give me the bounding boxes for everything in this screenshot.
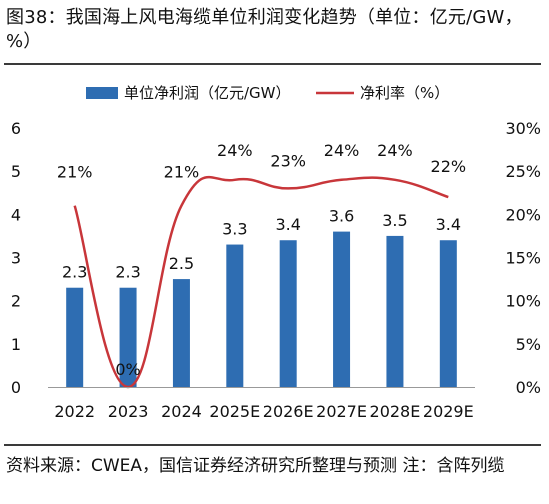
line-value-label: 23% <box>270 151 306 170</box>
footer-divider <box>4 444 541 446</box>
bar <box>119 287 137 387</box>
bar <box>333 231 351 387</box>
y-axis-left: 0 1 2 3 4 5 6 <box>11 119 21 397</box>
title-divider <box>4 63 541 65</box>
bar <box>172 279 190 387</box>
y-axis-right: 0% 5% 10% 15% 20% 25% 30% <box>505 119 541 397</box>
line-value-label: 24% <box>324 141 360 160</box>
bar <box>226 244 244 387</box>
margin-line <box>73 175 449 389</box>
line-value-label: 21% <box>164 163 200 182</box>
y-left-tick-label: 6 <box>11 119 21 138</box>
y-left-tick-label: 3 <box>11 249 21 268</box>
line-value-label: 0% <box>115 360 140 379</box>
source-note: 资料来源：CWEA，国信证券经济研究所整理与预测 注：含阵列缆 <box>6 456 505 476</box>
chart: 单位净利润（亿元/GW） 净利率（%） 0 1 2 3 4 5 6 0% 5% 10% 15% 20%… <box>11 84 541 421</box>
y-right-tick-label: 25% <box>505 162 541 181</box>
x-tick-label: 2026E <box>263 402 314 421</box>
y-left-tick-label: 5 <box>11 162 21 181</box>
y-right-tick-label: 5% <box>516 335 541 354</box>
x-axis: 2022 2023 2024 2025E 2026E 2027E 2028E 2029E <box>48 387 475 421</box>
legend-bar-label: 单位净利润（亿元/GW） <box>124 84 291 102</box>
line-value-label: 21% <box>57 163 93 182</box>
y-left-tick-label: 0 <box>11 378 21 397</box>
x-tick-label: 2027E <box>316 402 367 421</box>
y-right-tick-label: 30% <box>505 119 541 138</box>
x-tick-label: 2023 <box>108 402 149 421</box>
line-value-label: 22% <box>431 157 467 176</box>
y-right-tick-label: 10% <box>505 292 541 311</box>
bar-value-label: 3.4 <box>275 215 300 234</box>
bar-series <box>66 231 457 387</box>
chart-title: 图38：我国海上风电海缆单位利润变化趋势（单位：亿元/GW，%） <box>6 7 523 52</box>
legend-line-label: 净利率（%） <box>360 84 449 102</box>
bar <box>279 240 297 387</box>
bar-value-label: 3.5 <box>382 211 407 230</box>
data-labels: 2.3 2.3 2.5 3.3 3.4 3.6 3.5 3.4 21% 0% 21% 24% 23% 24… <box>57 141 466 379</box>
x-tick-label: 2022 <box>54 402 95 421</box>
bar-value-label: 3.4 <box>436 215 461 234</box>
y-right-tick-label: 15% <box>505 249 541 268</box>
bar <box>439 240 457 387</box>
line-value-label: 24% <box>377 141 413 160</box>
y-right-tick-label: 20% <box>505 205 541 224</box>
x-tick-label: 2024 <box>161 402 202 421</box>
legend-bar-swatch <box>86 87 118 99</box>
y-left-tick-label: 4 <box>11 205 21 224</box>
y-left-tick-label: 2 <box>11 292 21 311</box>
line-series <box>73 175 449 389</box>
legend: 单位净利润（亿元/GW） 净利率（%） <box>86 84 449 102</box>
line-value-label: 24% <box>217 141 253 160</box>
y-left-tick-label: 1 <box>11 335 21 354</box>
bar-value-label: 2.3 <box>62 263 87 282</box>
x-tick-label: 2028E <box>370 402 421 421</box>
x-tick-label: 2025E <box>209 402 260 421</box>
bar-value-label: 3.6 <box>329 207 354 226</box>
bar-value-label: 2.5 <box>169 254 194 273</box>
bar <box>386 235 404 387</box>
x-tick-label: 2029E <box>423 402 474 421</box>
bar-value-label: 2.3 <box>115 263 140 282</box>
y-right-tick-label: 0% <box>516 378 541 397</box>
bar <box>66 287 84 387</box>
bar-value-label: 3.3 <box>222 220 247 239</box>
